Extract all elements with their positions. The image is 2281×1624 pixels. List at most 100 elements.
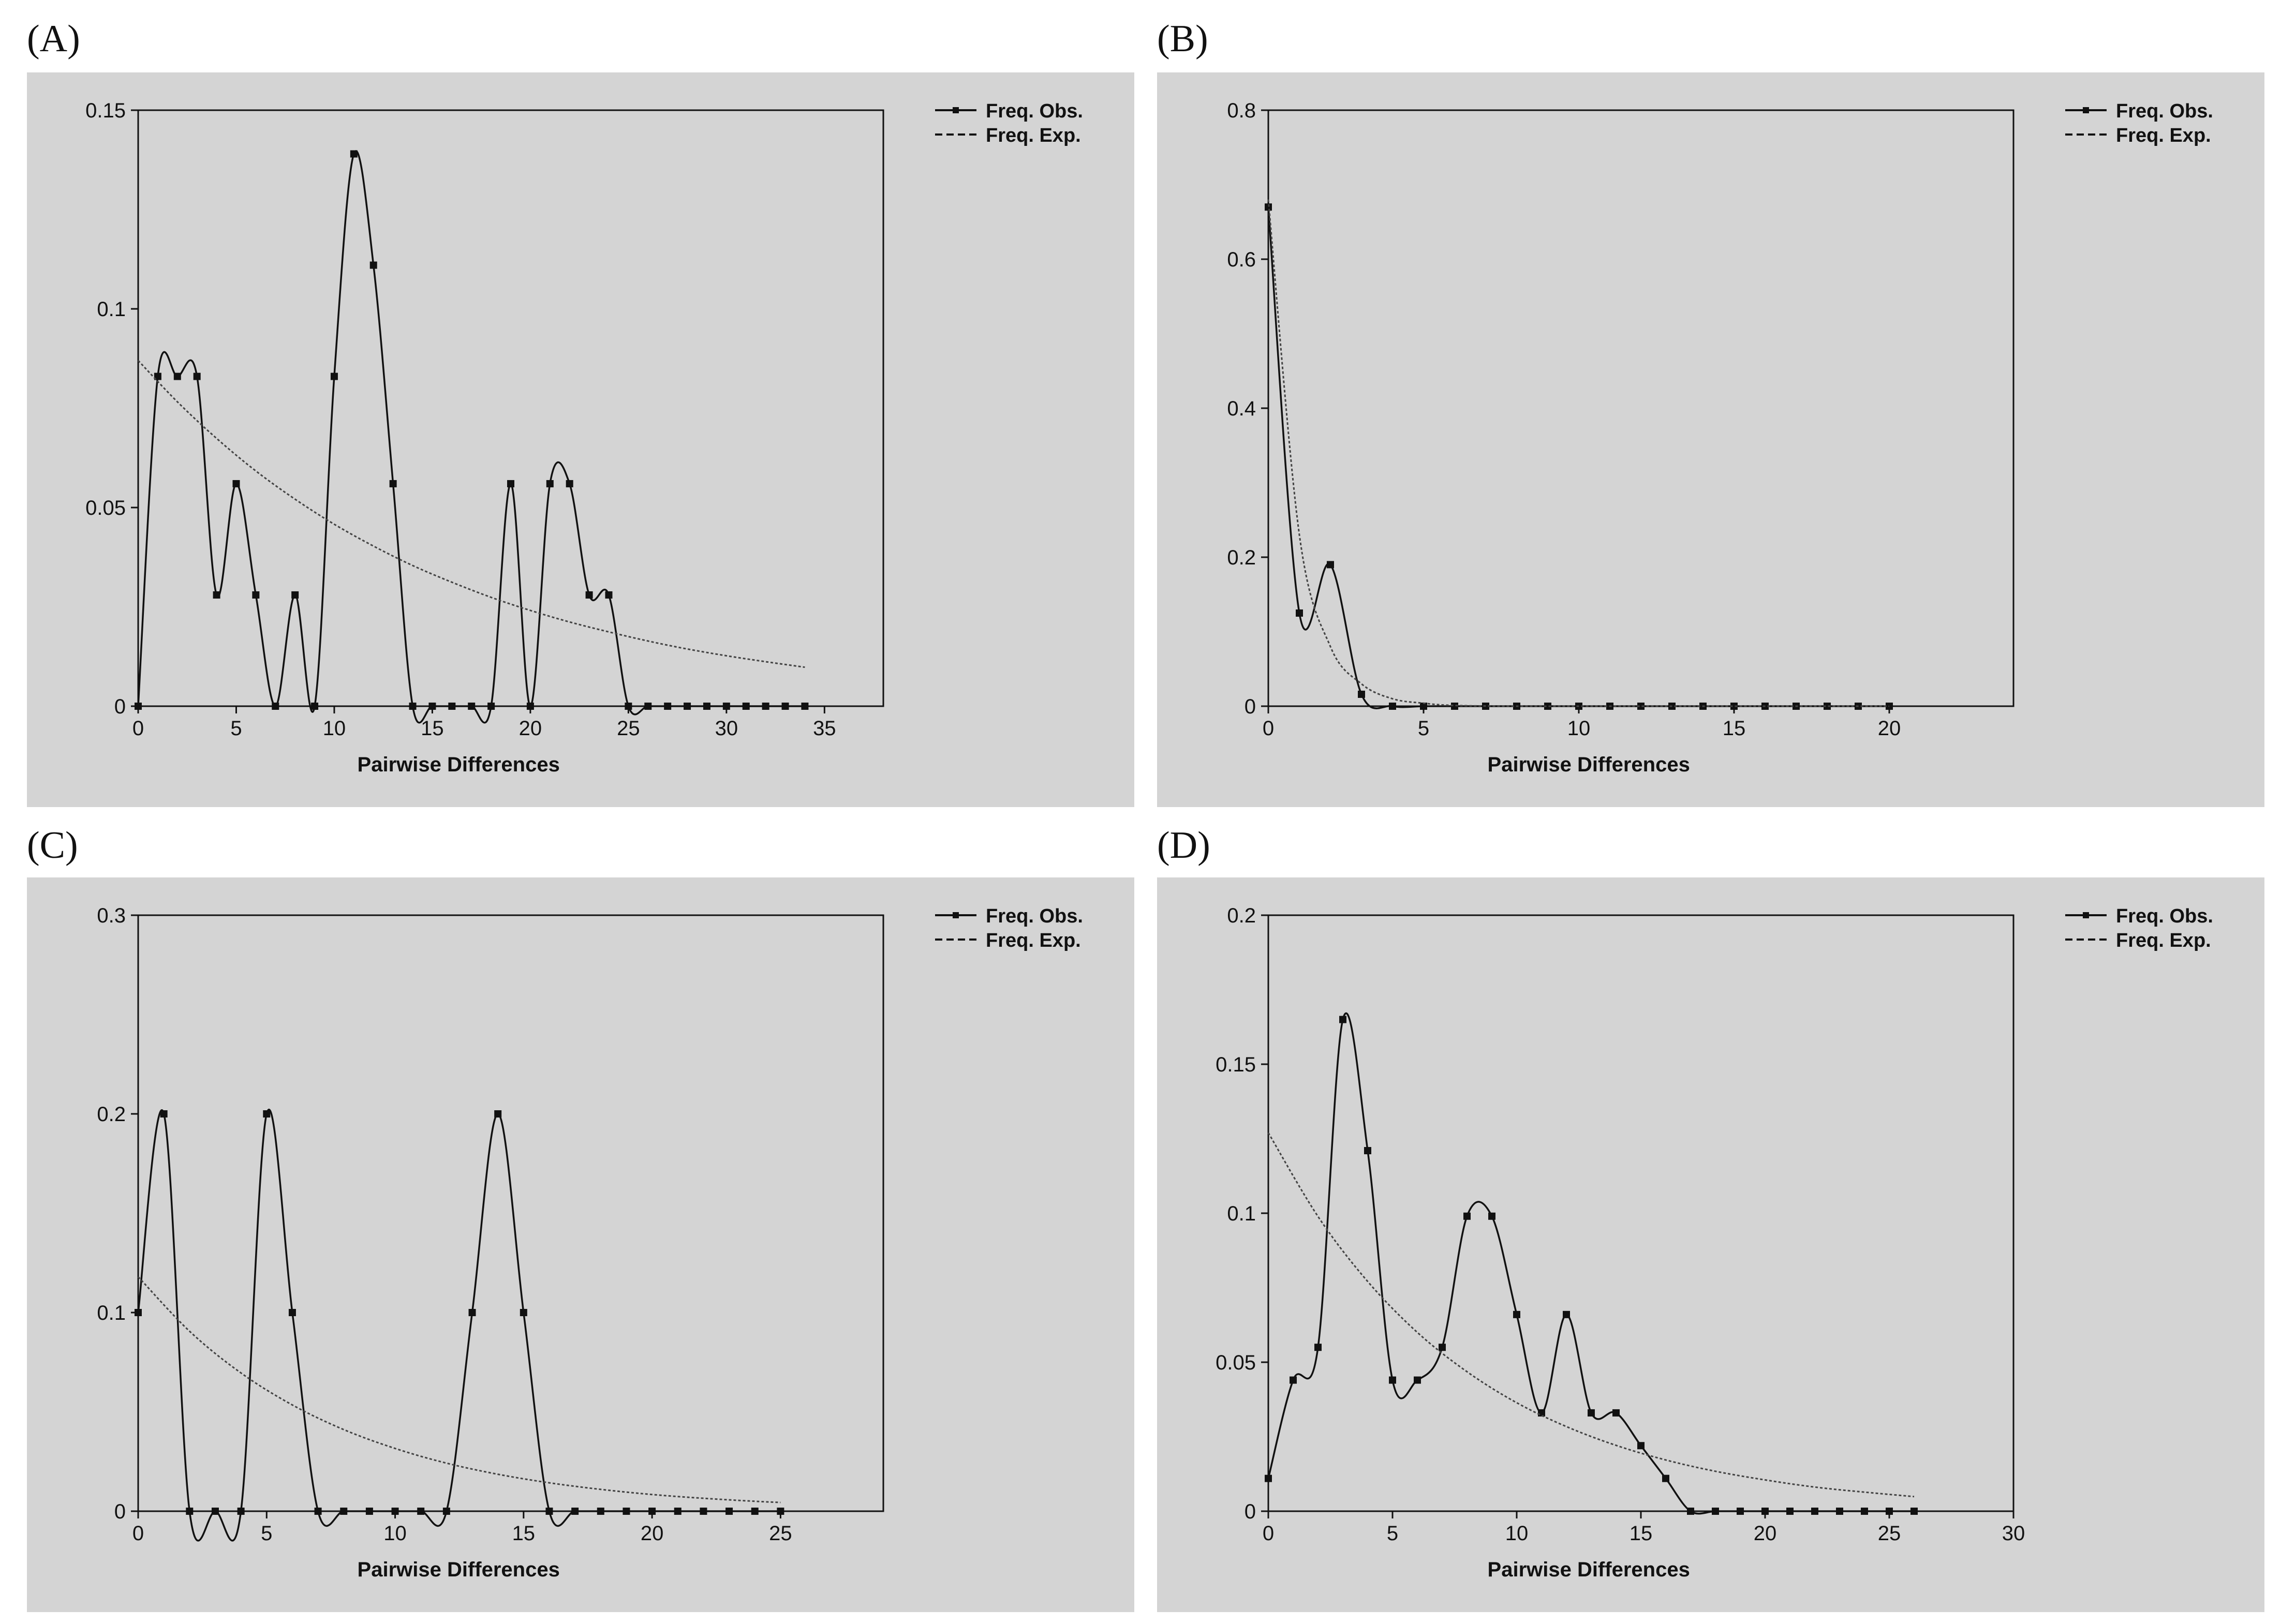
observed-point (135, 1309, 142, 1316)
observed-point (1314, 1344, 1322, 1351)
y-tick-label: 0 (114, 1500, 126, 1523)
observed-point (291, 591, 299, 599)
legend-obs-marker (2083, 912, 2089, 918)
observed-point (1296, 609, 1303, 617)
observed-frequency-line (1267, 1012, 1914, 1515)
x-axis-title: Pairwise Differences (358, 753, 560, 776)
legend-label: Freq. Obs. (986, 905, 1083, 927)
observed-point (211, 1508, 219, 1515)
observed-point (340, 1508, 348, 1515)
x-tick-label: 20 (1754, 1522, 1777, 1545)
observed-point (585, 591, 593, 599)
observed-point (1339, 1016, 1346, 1023)
observed-point (1687, 1508, 1694, 1515)
observed-point (684, 703, 691, 710)
observed-point (1389, 1376, 1396, 1384)
x-tick-label: 35 (813, 717, 836, 740)
x-tick-label: 10 (383, 1522, 407, 1545)
observed-point (664, 703, 672, 710)
y-tick-label: 0.6 (1227, 248, 1256, 271)
observed-point (1488, 1212, 1495, 1220)
observed-point (1861, 1508, 1868, 1515)
observed-point (526, 703, 534, 710)
legend-label: Freq. Exp. (986, 930, 1081, 951)
observed-point (566, 480, 573, 487)
x-tick-label: 20 (641, 1522, 664, 1545)
observed-point (605, 591, 613, 599)
observed-point (1265, 1474, 1272, 1482)
observed-point (1712, 1508, 1719, 1515)
y-tick-label: 0.15 (1216, 1053, 1256, 1076)
plot-frame (137, 914, 884, 1512)
y-tick-label: 0 (1245, 695, 1256, 718)
observed-point (409, 703, 417, 710)
y-tick-label: 0.3 (97, 904, 126, 927)
observed-point (674, 1508, 682, 1515)
observed-point (1637, 1442, 1645, 1450)
y-tick-label: 0.4 (1227, 397, 1256, 420)
observed-point (1265, 203, 1272, 211)
observed-point (546, 480, 554, 487)
x-tick-label: 0 (132, 1522, 144, 1545)
observed-point (272, 703, 279, 710)
x-axis-title: Pairwise Differences (358, 1558, 560, 1581)
observed-point (186, 1508, 194, 1515)
observed-point (1420, 703, 1427, 710)
observed-point (448, 703, 456, 710)
chart-c-svg: 0 0.1 0.2 0.3 0 5 10 15 20 25 Pairwise Differences… (97, 904, 1083, 1581)
observed-point (1836, 1508, 1843, 1515)
legend-label: Freq. Obs. (986, 100, 1083, 122)
x-tick-label: 15 (512, 1522, 536, 1545)
observed-point (314, 1508, 322, 1515)
x-tick-label: 0 (1263, 717, 1274, 740)
plot-frame (1267, 109, 2015, 707)
observed-point (1730, 703, 1738, 710)
panel-label-a: (A) (27, 18, 80, 60)
observed-frequency-line (1267, 207, 1889, 709)
observed-point (428, 703, 436, 710)
y-tick-label: 0.2 (97, 1103, 126, 1126)
observed-point (391, 1508, 399, 1515)
observed-point (237, 1508, 245, 1515)
legend-label: Freq. Exp. (2116, 930, 2211, 951)
panel-label-b: (B) (1157, 18, 1208, 60)
x-tick-label: 0 (132, 717, 144, 740)
y-tick-label: 0.05 (85, 497, 126, 519)
observed-point (1327, 561, 1334, 569)
expected-frequency-line (137, 1276, 781, 1503)
x-axis-title: Pairwise Differences (1488, 1558, 1690, 1581)
y-tick-label: 0.1 (97, 1302, 126, 1324)
chart-d-svg: 0 0.05 0.1 0.15 0.2 0 5 10 15 20 25 30 Pairwise Diff… (1216, 904, 2213, 1581)
legend-obs-marker (953, 912, 959, 918)
x-tick-label: 0 (1263, 1522, 1274, 1545)
chart-panel-b: 0 0.2 0.4 0.6 0.8 0 5 10 15 20 Pairwise Difference… (1157, 72, 2264, 807)
observed-point (1612, 1409, 1620, 1417)
y-tick-label: 0.1 (97, 298, 126, 321)
x-tick-label: 20 (1878, 717, 1901, 740)
observed-point (597, 1508, 604, 1515)
y-tick-label: 0.2 (1227, 546, 1256, 569)
x-tick-label: 15 (1723, 717, 1746, 740)
chart-panel-d: 0 0.05 0.1 0.15 0.2 0 5 10 15 20 25 30 Pairwise Diff… (1157, 877, 2264, 1612)
y-tick-label: 0 (1245, 1500, 1256, 1523)
observed-point (263, 1110, 271, 1118)
observed-point (625, 703, 632, 710)
expected-frequency-line (1267, 1132, 1915, 1498)
observed-point (781, 703, 789, 710)
observed-point (801, 703, 809, 710)
chart-a-svg: 0 0.05 0.1 0.15 0 5 10 15 20 25 30 35 Pairwise Diffe… (85, 99, 1083, 776)
x-tick-label: 10 (323, 717, 346, 740)
observed-point (160, 1110, 168, 1118)
observed-point (468, 1309, 476, 1316)
observed-point (350, 150, 358, 158)
observed-point (507, 480, 514, 487)
observed-point (369, 261, 377, 269)
x-tick-label: 30 (2002, 1522, 2025, 1545)
observed-point (1290, 1376, 1297, 1384)
observed-point (644, 703, 652, 710)
x-tick-label: 10 (1567, 717, 1591, 740)
x-tick-label: 5 (261, 1522, 272, 1545)
observed-point (777, 1508, 784, 1515)
x-tick-label: 15 (1630, 1522, 1653, 1545)
x-tick-label: 10 (1505, 1522, 1529, 1545)
